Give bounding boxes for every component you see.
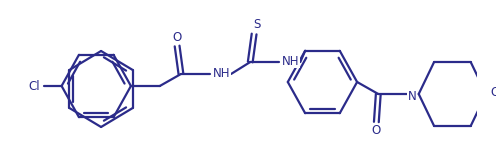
Text: O: O [173, 30, 182, 43]
Text: NH: NH [213, 67, 230, 79]
Text: O: O [372, 124, 381, 138]
Text: S: S [253, 18, 261, 30]
Text: N: N [408, 89, 416, 103]
Text: Cl: Cl [29, 79, 41, 93]
Text: O: O [490, 87, 496, 99]
Text: NH: NH [282, 55, 300, 67]
